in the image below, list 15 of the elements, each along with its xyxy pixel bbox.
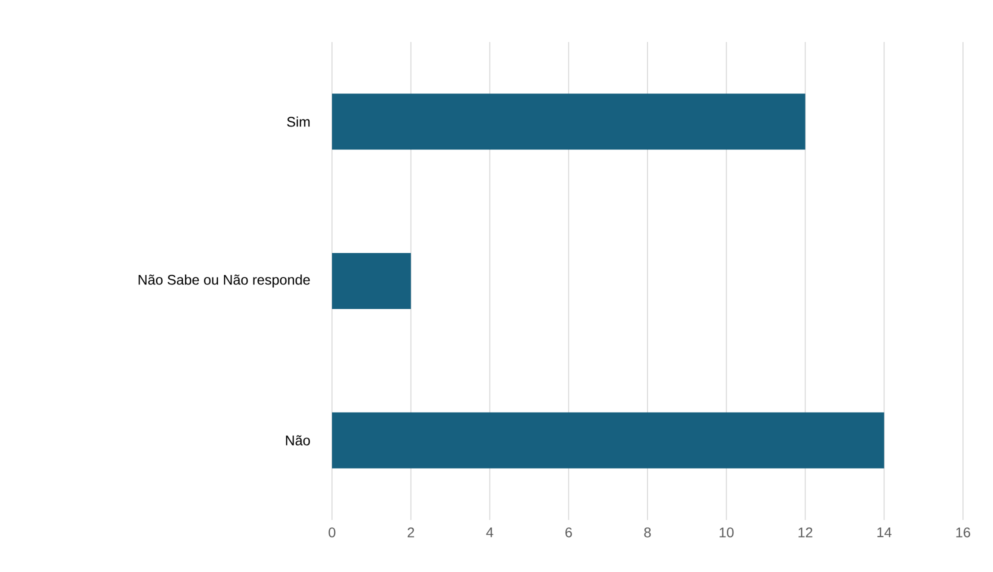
x-tick-label: 12 [798,528,812,538]
x-tick-label: 2 [408,528,414,538]
x-tick-label: 8 [644,528,651,538]
bar [332,94,806,150]
x-tick-label: 10 [720,528,734,538]
y-tick-label: Não [286,435,310,446]
x-tick-label: 6 [565,528,572,538]
y-tick-label: Não Sabe ou Não responde [138,274,310,288]
x-tick-label: 14 [877,528,892,538]
x-tick-label: 4 [486,528,494,538]
y-tick-label: Sim [287,116,310,127]
bar [332,412,884,468]
x-tick-label: 16 [956,528,970,538]
bar [332,252,411,309]
x-tick-label: 0 [328,528,336,538]
